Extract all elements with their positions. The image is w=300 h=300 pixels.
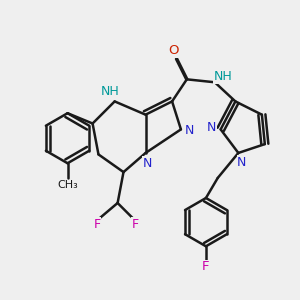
Text: F: F xyxy=(202,260,210,273)
Text: NH: NH xyxy=(214,70,232,83)
Text: O: O xyxy=(168,44,179,57)
Text: N: N xyxy=(207,122,216,134)
Text: NH: NH xyxy=(101,85,120,98)
Text: N: N xyxy=(237,156,247,169)
Text: F: F xyxy=(93,218,100,231)
Text: CH₃: CH₃ xyxy=(57,180,78,190)
Text: N: N xyxy=(142,157,152,170)
Text: F: F xyxy=(132,218,139,231)
Text: N: N xyxy=(184,124,194,137)
